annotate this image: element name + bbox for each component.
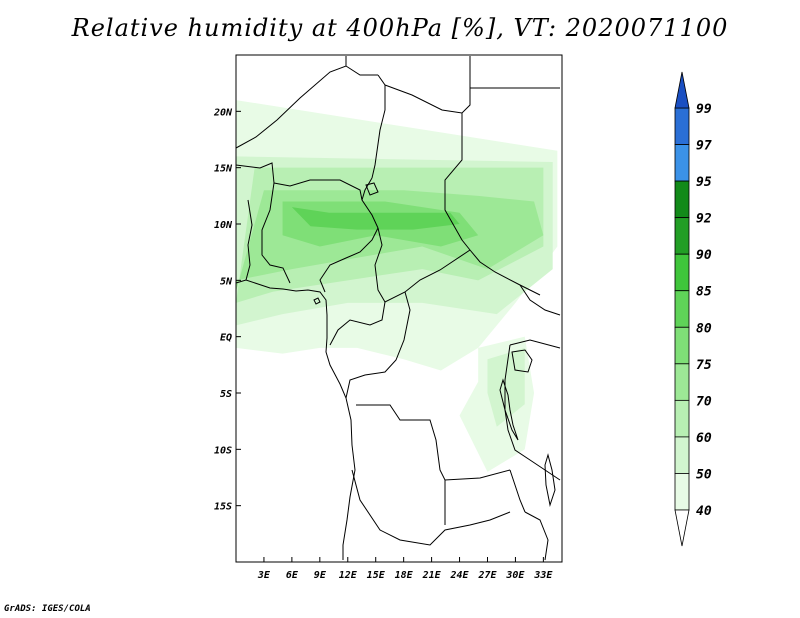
lon-tick-label: 27E	[477, 570, 497, 581]
map-title: Relative humidity at 400hPa [%], VT: 202…	[71, 14, 729, 42]
colorbar-label: 99	[696, 102, 712, 117]
border-cameroon	[319, 227, 379, 293]
colorbar-box	[674, 253, 690, 292]
border-angola-south	[351, 469, 511, 546]
lake-chad	[365, 182, 379, 196]
colorbar-label: 85	[696, 285, 712, 300]
colorbar-label: 70	[696, 394, 712, 409]
map-frame	[235, 54, 563, 563]
colorbar-box	[674, 399, 690, 438]
humidity-shading	[236, 100, 558, 472]
lon-tick-label: 33E	[533, 570, 553, 581]
country-borders	[235, 56, 561, 561]
colorbar-label: 90	[696, 248, 712, 263]
longitude-axis: 3E 6E 9E 12E 15E 18E 21E 24E 27E 30E 33E	[257, 557, 553, 581]
border-nigeria	[273, 179, 363, 201]
lake-tanganyika	[499, 378, 519, 441]
lon-tick-label: 18E	[395, 570, 414, 581]
lat-tick-label: 5N	[220, 276, 233, 287]
colorbar-label: 75	[696, 358, 712, 373]
lake-victoria	[511, 349, 533, 373]
lon-tick-label: 24E	[450, 570, 470, 581]
lat-tick-label: 20N	[213, 107, 233, 118]
lat-tick-label: 15S	[214, 502, 232, 513]
latitude-axis: 20N 15N 10N 5N EQ 5S 10S 15S	[213, 107, 241, 513]
lon-tick-label: 6E	[286, 570, 299, 581]
map-area: 20N 15N 10N 5N EQ 5S 10S 15S 3E 6E 9E 12E 15E 18E 21E…	[213, 54, 563, 581]
lat-tick-label: 5S	[220, 389, 232, 400]
border-sudan-chad	[444, 113, 541, 296]
colorbar-box	[674, 473, 690, 511]
border-algeria-niger	[235, 65, 378, 149]
colorbar-box	[674, 290, 690, 328]
grads-credit: GrADS: IGES/COLA	[4, 604, 91, 614]
lon-tick-label: 30E	[505, 570, 525, 581]
colorbar-label: 40	[696, 504, 712, 519]
border-east	[519, 284, 561, 316]
border-congo	[329, 301, 386, 346]
lon-tick-label: 21E	[422, 570, 442, 581]
lon-tick-label: 12E	[339, 570, 358, 581]
border-libya	[345, 56, 386, 179]
border-angola	[356, 404, 511, 481]
border-drc	[345, 291, 411, 399]
colorbar-label: 80	[696, 321, 712, 336]
colorbar-label: 97	[696, 139, 712, 154]
border-west-coast-states	[235, 162, 291, 284]
lon-tick-label: 9E	[314, 570, 327, 581]
colorbar-label: 60	[696, 431, 712, 446]
lat-tick-label: EQ	[220, 333, 232, 344]
coastline-west-africa	[235, 279, 356, 560]
colorbar: 40 50 60 70 75 80 85 90 92 95 97 99	[674, 71, 712, 547]
colorbar-box	[674, 180, 690, 219]
colorbar-box	[674, 107, 690, 145]
border-libya-egypt	[384, 56, 471, 114]
island-bioko	[313, 297, 321, 305]
colorbar-box	[674, 217, 690, 255]
lat-tick-label: 10S	[214, 445, 232, 456]
border-ghana	[245, 199, 253, 281]
colorbar-label: 50	[696, 467, 712, 482]
colorbar-top-arrow	[674, 71, 690, 109]
humidity-region-50	[487, 347, 525, 427]
humidity-region-80	[291, 207, 460, 230]
colorbar-box	[674, 436, 690, 474]
colorbar-label: 95	[696, 175, 712, 190]
lat-tick-label: 15N	[214, 164, 233, 175]
colorbar-box	[674, 144, 690, 182]
colorbar-bottom-arrow	[674, 509, 690, 547]
colorbar-box	[674, 363, 690, 401]
border-uganda	[509, 339, 561, 349]
border-zambia	[444, 469, 526, 525]
border-mozambique	[524, 511, 549, 561]
lake-malawi	[544, 453, 556, 507]
colorbar-label: 92	[696, 212, 712, 227]
colorbar-box	[674, 326, 690, 365]
lon-tick-label: 3E	[257, 570, 271, 581]
lon-tick-label: 15E	[367, 570, 386, 581]
lat-tick-label: 10N	[214, 220, 233, 231]
